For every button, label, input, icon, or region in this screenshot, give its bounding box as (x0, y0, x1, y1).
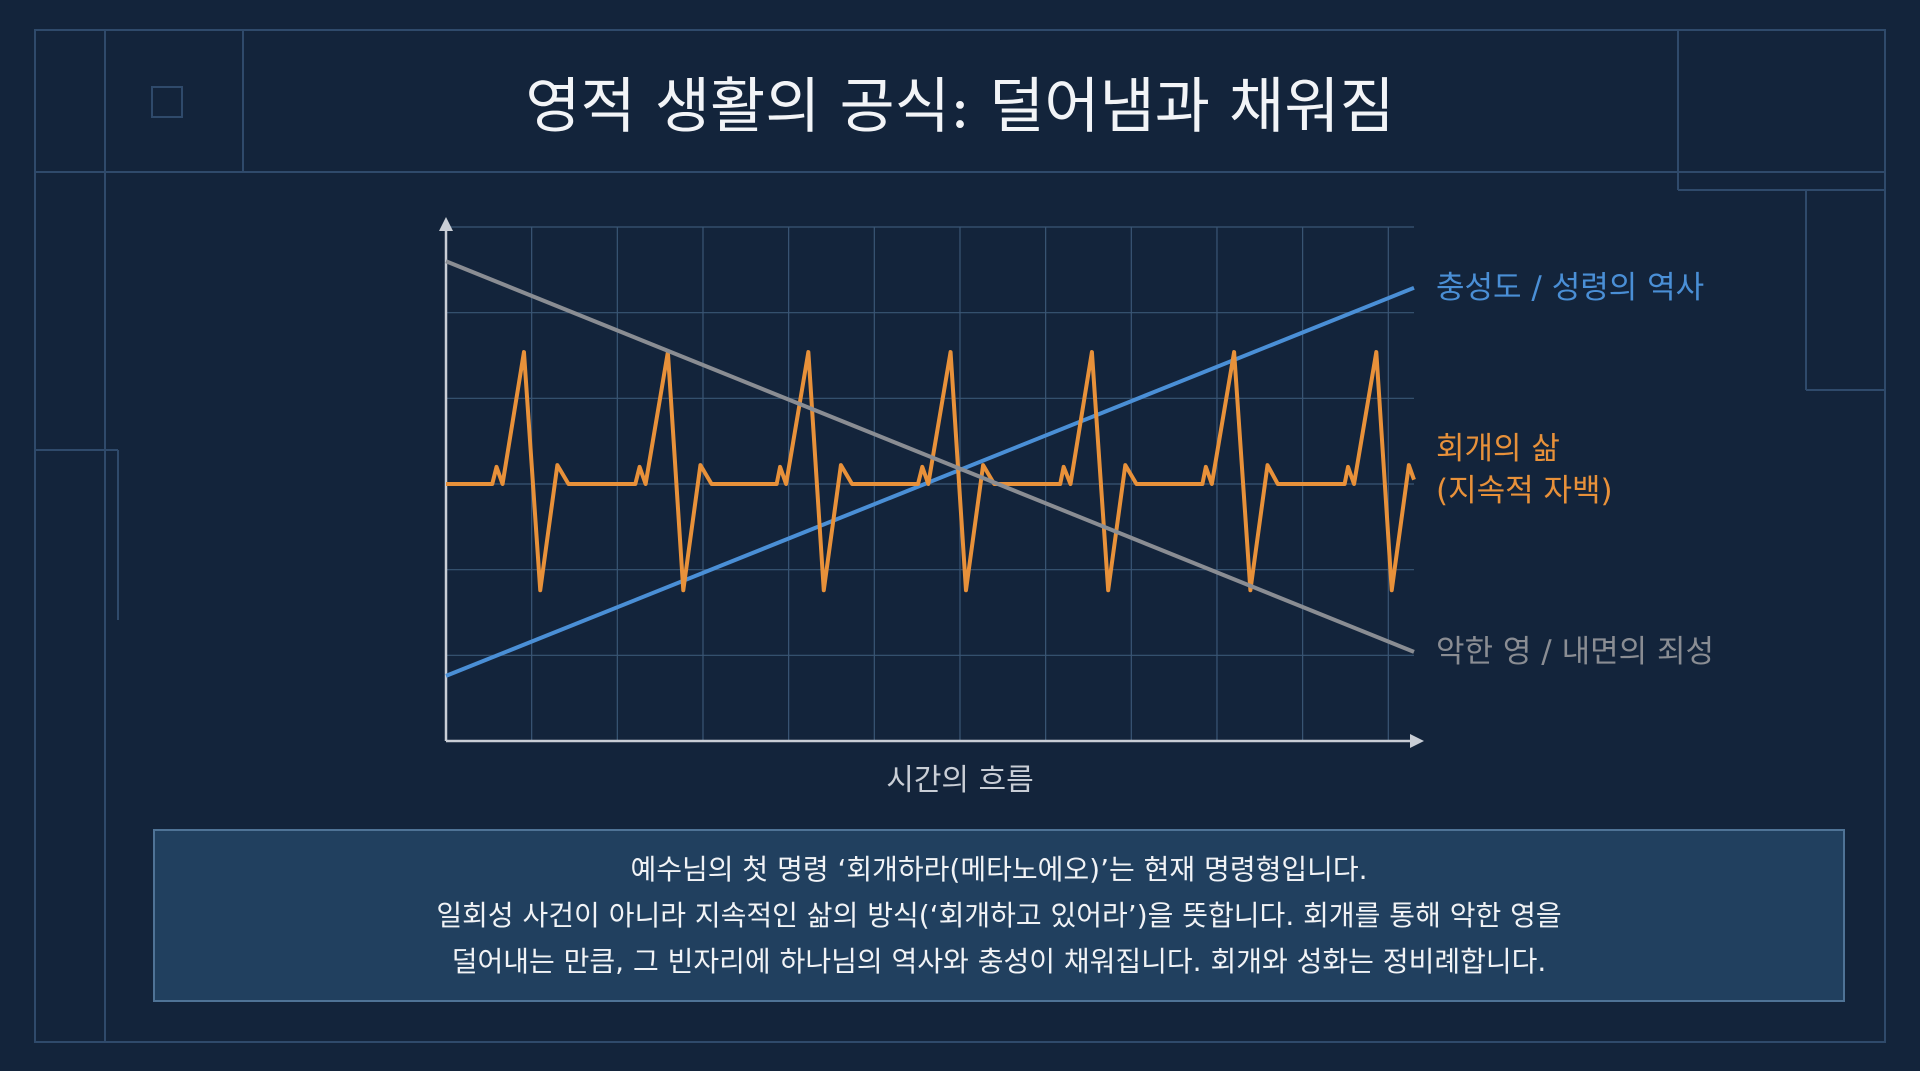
caption-line: 일회성 사건이 아니라 지속적인 삶의 방식(‘회개하고 있어라’)을 뜻합니다… (436, 898, 1562, 932)
chart-title: 영적 생활의 공식: 덜어냄과 채워짐 (525, 72, 1395, 142)
x-axis-label: 시간의 흐름 (886, 763, 1034, 798)
x-axis-arrow (1410, 734, 1424, 748)
series-label: 충성도 / 성령의 역사 (1436, 269, 1705, 306)
series-line (445, 259, 1415, 654)
blueprint-frame (34, 29, 1886, 1043)
caption-box: 예수님의 첫 명령 ‘회개하라(메타노에오)’는 현재 명령형입니다. 일회성 … (153, 829, 1845, 1002)
series-label: 악한 영 / 내면의 죄성 (1436, 633, 1715, 670)
caption-line: 덜어내는 만큼, 그 빈자리에 하나님의 역사와 충성이 채워집니다. 회개와 … (451, 944, 1547, 978)
plot-area (439, 217, 1424, 748)
series-line (446, 350, 1416, 593)
caption-line: 예수님의 첫 명령 ‘회개하라(메타노에오)’는 현재 명령형입니다. (630, 852, 1368, 886)
y-axis-arrow (439, 217, 453, 231)
series-label: 회개의 삶 (지속적 자백) (1436, 430, 1613, 509)
